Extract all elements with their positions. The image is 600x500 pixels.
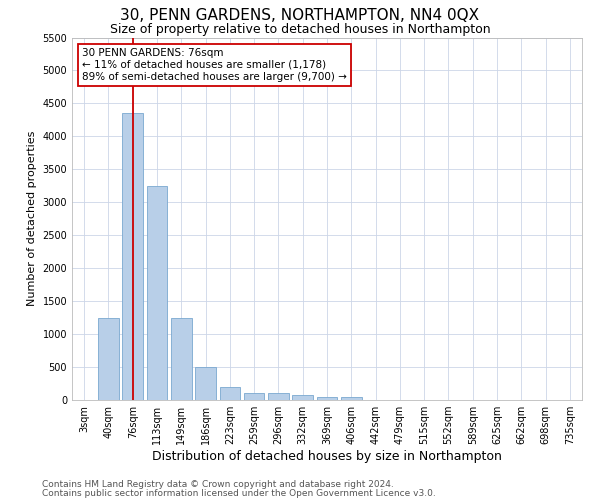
- Bar: [268, 394, 289, 400]
- Text: Size of property relative to detached houses in Northampton: Size of property relative to detached ho…: [110, 22, 490, 36]
- Bar: [244, 394, 265, 400]
- Bar: [220, 387, 240, 400]
- Bar: [341, 396, 362, 400]
- Bar: [292, 395, 313, 400]
- Text: 30 PENN GARDENS: 76sqm
← 11% of detached houses are smaller (1,178)
89% of semi-: 30 PENN GARDENS: 76sqm ← 11% of detached…: [82, 48, 347, 82]
- Bar: [146, 186, 167, 400]
- Text: Contains HM Land Registry data © Crown copyright and database right 2024.: Contains HM Land Registry data © Crown c…: [42, 480, 394, 489]
- X-axis label: Distribution of detached houses by size in Northampton: Distribution of detached houses by size …: [152, 450, 502, 463]
- Y-axis label: Number of detached properties: Number of detached properties: [27, 131, 37, 306]
- Bar: [98, 318, 119, 400]
- Bar: [171, 318, 191, 400]
- Bar: [195, 367, 216, 400]
- Bar: [317, 396, 337, 400]
- Text: 30, PENN GARDENS, NORTHAMPTON, NN4 0QX: 30, PENN GARDENS, NORTHAMPTON, NN4 0QX: [121, 8, 479, 22]
- Bar: [122, 114, 143, 400]
- Text: Contains public sector information licensed under the Open Government Licence v3: Contains public sector information licen…: [42, 488, 436, 498]
